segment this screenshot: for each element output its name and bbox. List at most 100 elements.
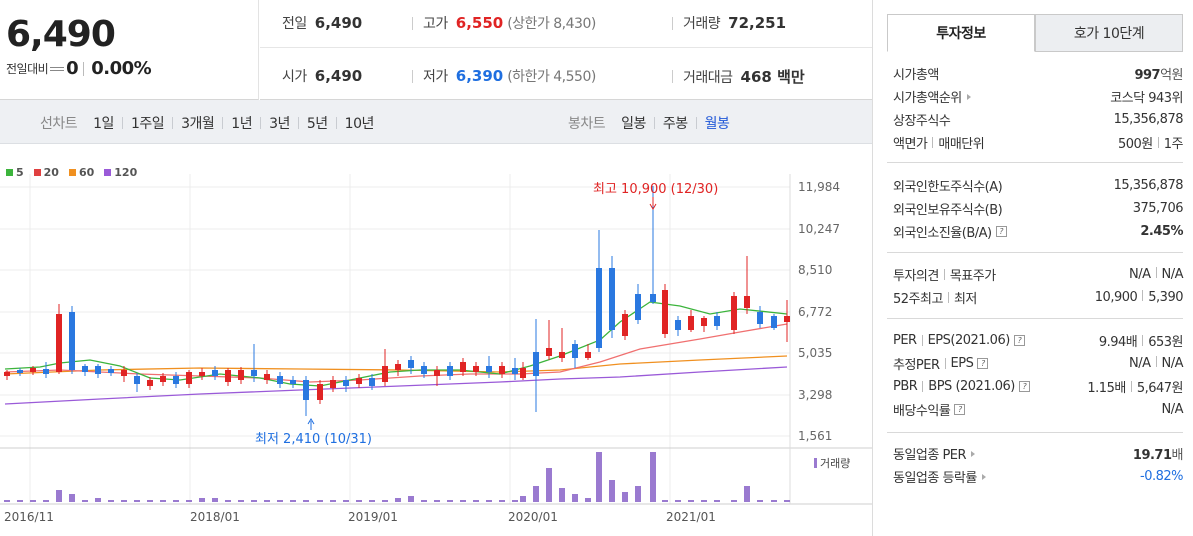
- candle: [238, 370, 244, 380]
- volume-bar: [121, 500, 127, 502]
- max-label: 최고 10,900 (12/30): [593, 182, 718, 197]
- chart-toolbar: 선차트 1일 1주일 3개월 1년 3년 5년 10년 봉차트 일봉 주봉 월봉: [0, 100, 872, 144]
- volume-bar: [771, 500, 777, 502]
- current-price: 6,490: [6, 14, 116, 55]
- candle: [609, 268, 615, 330]
- volume-bar: [251, 500, 257, 502]
- candle: [212, 370, 218, 376]
- candle: [17, 370, 23, 373]
- volume-bar: [714, 500, 720, 502]
- sector-per-row[interactable]: 동일업종 PER 19.71배: [893, 448, 1184, 463]
- period-10y[interactable]: 10년: [344, 116, 375, 132]
- volume-bar: [622, 492, 628, 502]
- tab-order-book[interactable]: 호가 10단계: [1035, 14, 1183, 52]
- candle: [290, 380, 296, 384]
- y-tick: 10,247: [798, 222, 840, 236]
- arrow-right-icon: [966, 93, 971, 100]
- candle: [520, 368, 526, 378]
- volume-bar: [343, 500, 349, 502]
- period-1w[interactable]: 1주일: [130, 116, 165, 132]
- quote-grid: 전일 6,490 고가 6,550 (상한가 8,430) 거래량 72,251…: [260, 0, 872, 100]
- candle: [186, 372, 192, 384]
- sector-change-row[interactable]: 동일업종 등락률 -0.82%: [893, 469, 1184, 486]
- volume-bar: [43, 500, 49, 502]
- arrow-right-icon: [981, 473, 986, 480]
- info-tabs: 투자정보 호가 10단계: [887, 14, 1183, 52]
- investment-info-panel: 투자정보 호가 10단계 시가총액 997억원 시가총액순위 코스닥 943위 …: [872, 0, 1193, 536]
- volume-bar: [596, 452, 602, 502]
- volume-bar: [572, 494, 578, 502]
- dividend-row: 배당수익률? N/A: [893, 402, 1183, 419]
- volume-bar: [499, 500, 505, 502]
- candle: [675, 320, 681, 330]
- grid: [0, 174, 790, 504]
- candle: [714, 316, 720, 326]
- candle: [251, 370, 257, 376]
- low-price: 저가 6,390 (하한가 4,550): [412, 66, 596, 86]
- help-icon[interactable]: ?: [1013, 335, 1025, 346]
- candle: [486, 366, 492, 372]
- volume-bar: [199, 498, 205, 502]
- help-icon[interactable]: ?: [995, 226, 1007, 237]
- volume-bar: [56, 490, 62, 502]
- foreign-limit-row: 외국인한도주식수(A) 15,356,878: [893, 178, 1184, 195]
- volume-bar: [585, 498, 591, 502]
- change-label: 전일대비: [6, 62, 49, 76]
- period-weekly[interactable]: 주봉: [662, 116, 688, 132]
- listed-shares-row: 상장주식수 15,356,878: [893, 112, 1184, 129]
- volume-bar: [408, 496, 414, 502]
- tab-investment-info[interactable]: 투자정보: [887, 14, 1035, 52]
- line-chart-periods: 선차트 1일 1주일 3개월 1년 3년 5년 10년: [40, 113, 374, 133]
- volume-bar: [731, 500, 737, 502]
- volume-bar: [290, 500, 296, 502]
- volume-bar: [82, 500, 88, 502]
- candle: [147, 380, 153, 386]
- candle: [622, 314, 628, 336]
- volume-bars: [4, 452, 790, 502]
- candle: [134, 376, 140, 384]
- x-tick: 2018/01: [190, 510, 240, 524]
- divider: [260, 47, 872, 48]
- candle: [650, 294, 656, 302]
- volume-bar: [559, 488, 565, 502]
- help-icon[interactable]: ?: [977, 358, 989, 369]
- candle: [757, 312, 763, 324]
- candle: [82, 366, 88, 372]
- candle: [225, 370, 231, 382]
- candle: [43, 369, 49, 374]
- volume-bar: [609, 480, 615, 502]
- min-label: 최저 2,410 (10/31): [255, 432, 372, 447]
- candle: [369, 378, 375, 386]
- volume-bar: [520, 496, 526, 502]
- period-daily[interactable]: 일봉: [621, 116, 646, 132]
- volume-bar: [212, 498, 218, 502]
- pbr-row: PBR BPS (2021.06)? 1.15배 5,647원: [893, 379, 1184, 396]
- est-per-row: 추정PER EPS? N/A N/A: [893, 356, 1183, 373]
- period-3y[interactable]: 3년: [269, 116, 290, 132]
- price-change: 전일대비 0 0.00%: [6, 58, 152, 79]
- candle: [546, 348, 552, 356]
- help-icon[interactable]: ?: [954, 404, 966, 415]
- period-1d[interactable]: 1일: [93, 116, 114, 132]
- period-3m[interactable]: 3개월: [181, 116, 215, 132]
- candle: [731, 296, 737, 330]
- line-chart-label: 선차트: [40, 116, 78, 132]
- sector-group: 동일업종 PER 19.71배 동일업종 등락률 -0.82%: [893, 442, 1184, 488]
- ma-legend: 5 20 60 120: [6, 166, 147, 179]
- period-monthly[interactable]: 월봉: [704, 116, 730, 132]
- candle: [356, 378, 362, 384]
- volume-bar: [675, 500, 681, 502]
- volume-bar: [95, 498, 101, 502]
- period-5y[interactable]: 5년: [306, 116, 328, 132]
- candle: [447, 366, 453, 376]
- volume-bar: [757, 500, 763, 502]
- market-cap-rank-row[interactable]: 시가총액순위 코스닥 943위: [893, 91, 1183, 106]
- help-icon[interactable]: ?: [1018, 381, 1030, 392]
- market-cap-row: 시가총액 997억원: [893, 68, 1183, 83]
- volume-bar: [264, 500, 270, 502]
- y-tick: 8,510: [798, 263, 832, 277]
- period-1y[interactable]: 1년: [231, 116, 253, 132]
- candle: [473, 366, 479, 372]
- open-price: 시가 6,490: [282, 67, 363, 85]
- volume-legend: 거래량: [814, 457, 850, 470]
